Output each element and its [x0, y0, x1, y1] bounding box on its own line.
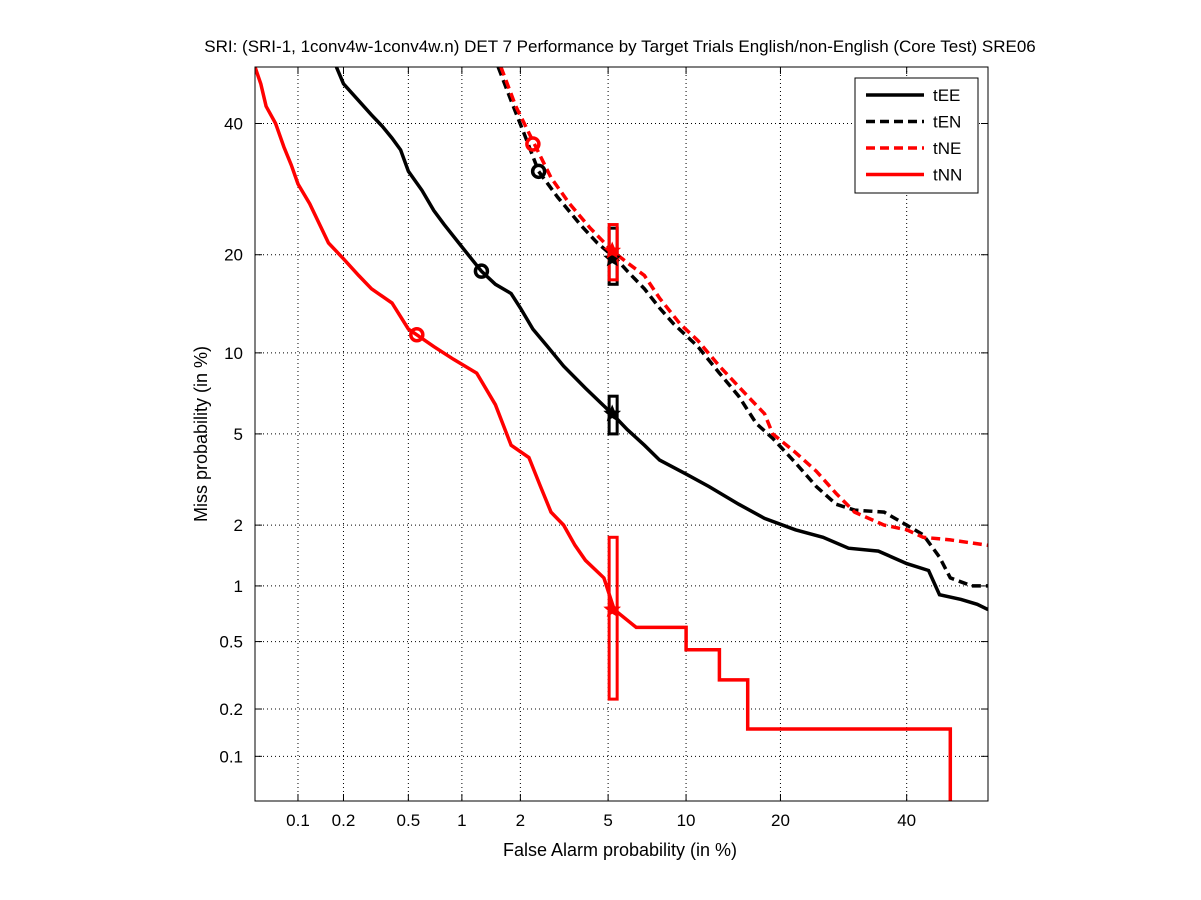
legend-label-ten: tEN: [933, 113, 961, 132]
y-tick-label: 20: [224, 246, 243, 265]
legend-label-tee: tEE: [933, 86, 960, 105]
min-dcf-marker-ten: [530, 163, 547, 180]
y-tick-label: 0.1: [219, 747, 243, 766]
x-tick-label: 0.5: [397, 811, 421, 830]
x-tick-label: 2: [516, 811, 525, 830]
marks-layer: [409, 136, 622, 701]
act-dcf-marker-ten: [603, 249, 622, 267]
y-tick-label: 0.2: [219, 700, 243, 719]
act-dcf-marker-tne: [603, 241, 622, 259]
plot-frame: [254, 66, 989, 802]
series-line-tnn: [255, 67, 953, 801]
axis-ticks: 0.1 0.2 0.5 1 2 5 10 20 40 0.1 0.2 0.5 1 2 5 10 20 40: [219, 67, 988, 830]
y-tick-label: 10: [224, 344, 243, 363]
x-tick-label: 40: [897, 811, 916, 830]
x-tick-label: 5: [603, 811, 612, 830]
series-line-ten: [496, 67, 988, 588]
x-tick-label: 10: [677, 811, 696, 830]
y-tick-label: 40: [224, 115, 243, 134]
series-layer: [255, 67, 988, 801]
y-tick-label: 5: [234, 425, 243, 444]
x-axis-label: False Alarm probability (in %): [503, 840, 737, 860]
min-dcf-marker-tne: [525, 136, 541, 152]
confidence-box-tnn: [607, 535, 619, 701]
x-tick-label: 0.1: [286, 811, 310, 830]
x-tick-label: 0.2: [332, 811, 356, 830]
series-line-tee: [334, 67, 988, 612]
legend-label-tne: tNE: [933, 139, 961, 158]
legend-label-tnn: tNN: [933, 166, 962, 185]
min-dcf-marker-tee: [473, 263, 490, 279]
min-dcf-marker-tnn: [409, 327, 425, 343]
y-tick-label: 1: [234, 577, 243, 596]
y-tick-label: 2: [234, 516, 243, 535]
chart-title: SRI: (SRI-1, 1conv4w-1conv4w.n) DET 7 Pe…: [204, 37, 1035, 56]
x-tick-label: 1: [457, 811, 466, 830]
y-axis-label: Miss probability (in %): [191, 346, 211, 522]
series-line-tne: [499, 67, 988, 548]
x-tick-label: 20: [771, 811, 790, 830]
act-dcf-marker-tee: [603, 404, 622, 422]
legend: tEE tEN tNE tNN: [854, 77, 979, 194]
y-tick-label: 0.5: [219, 633, 243, 652]
act-dcf-marker-tnn: [603, 600, 622, 618]
